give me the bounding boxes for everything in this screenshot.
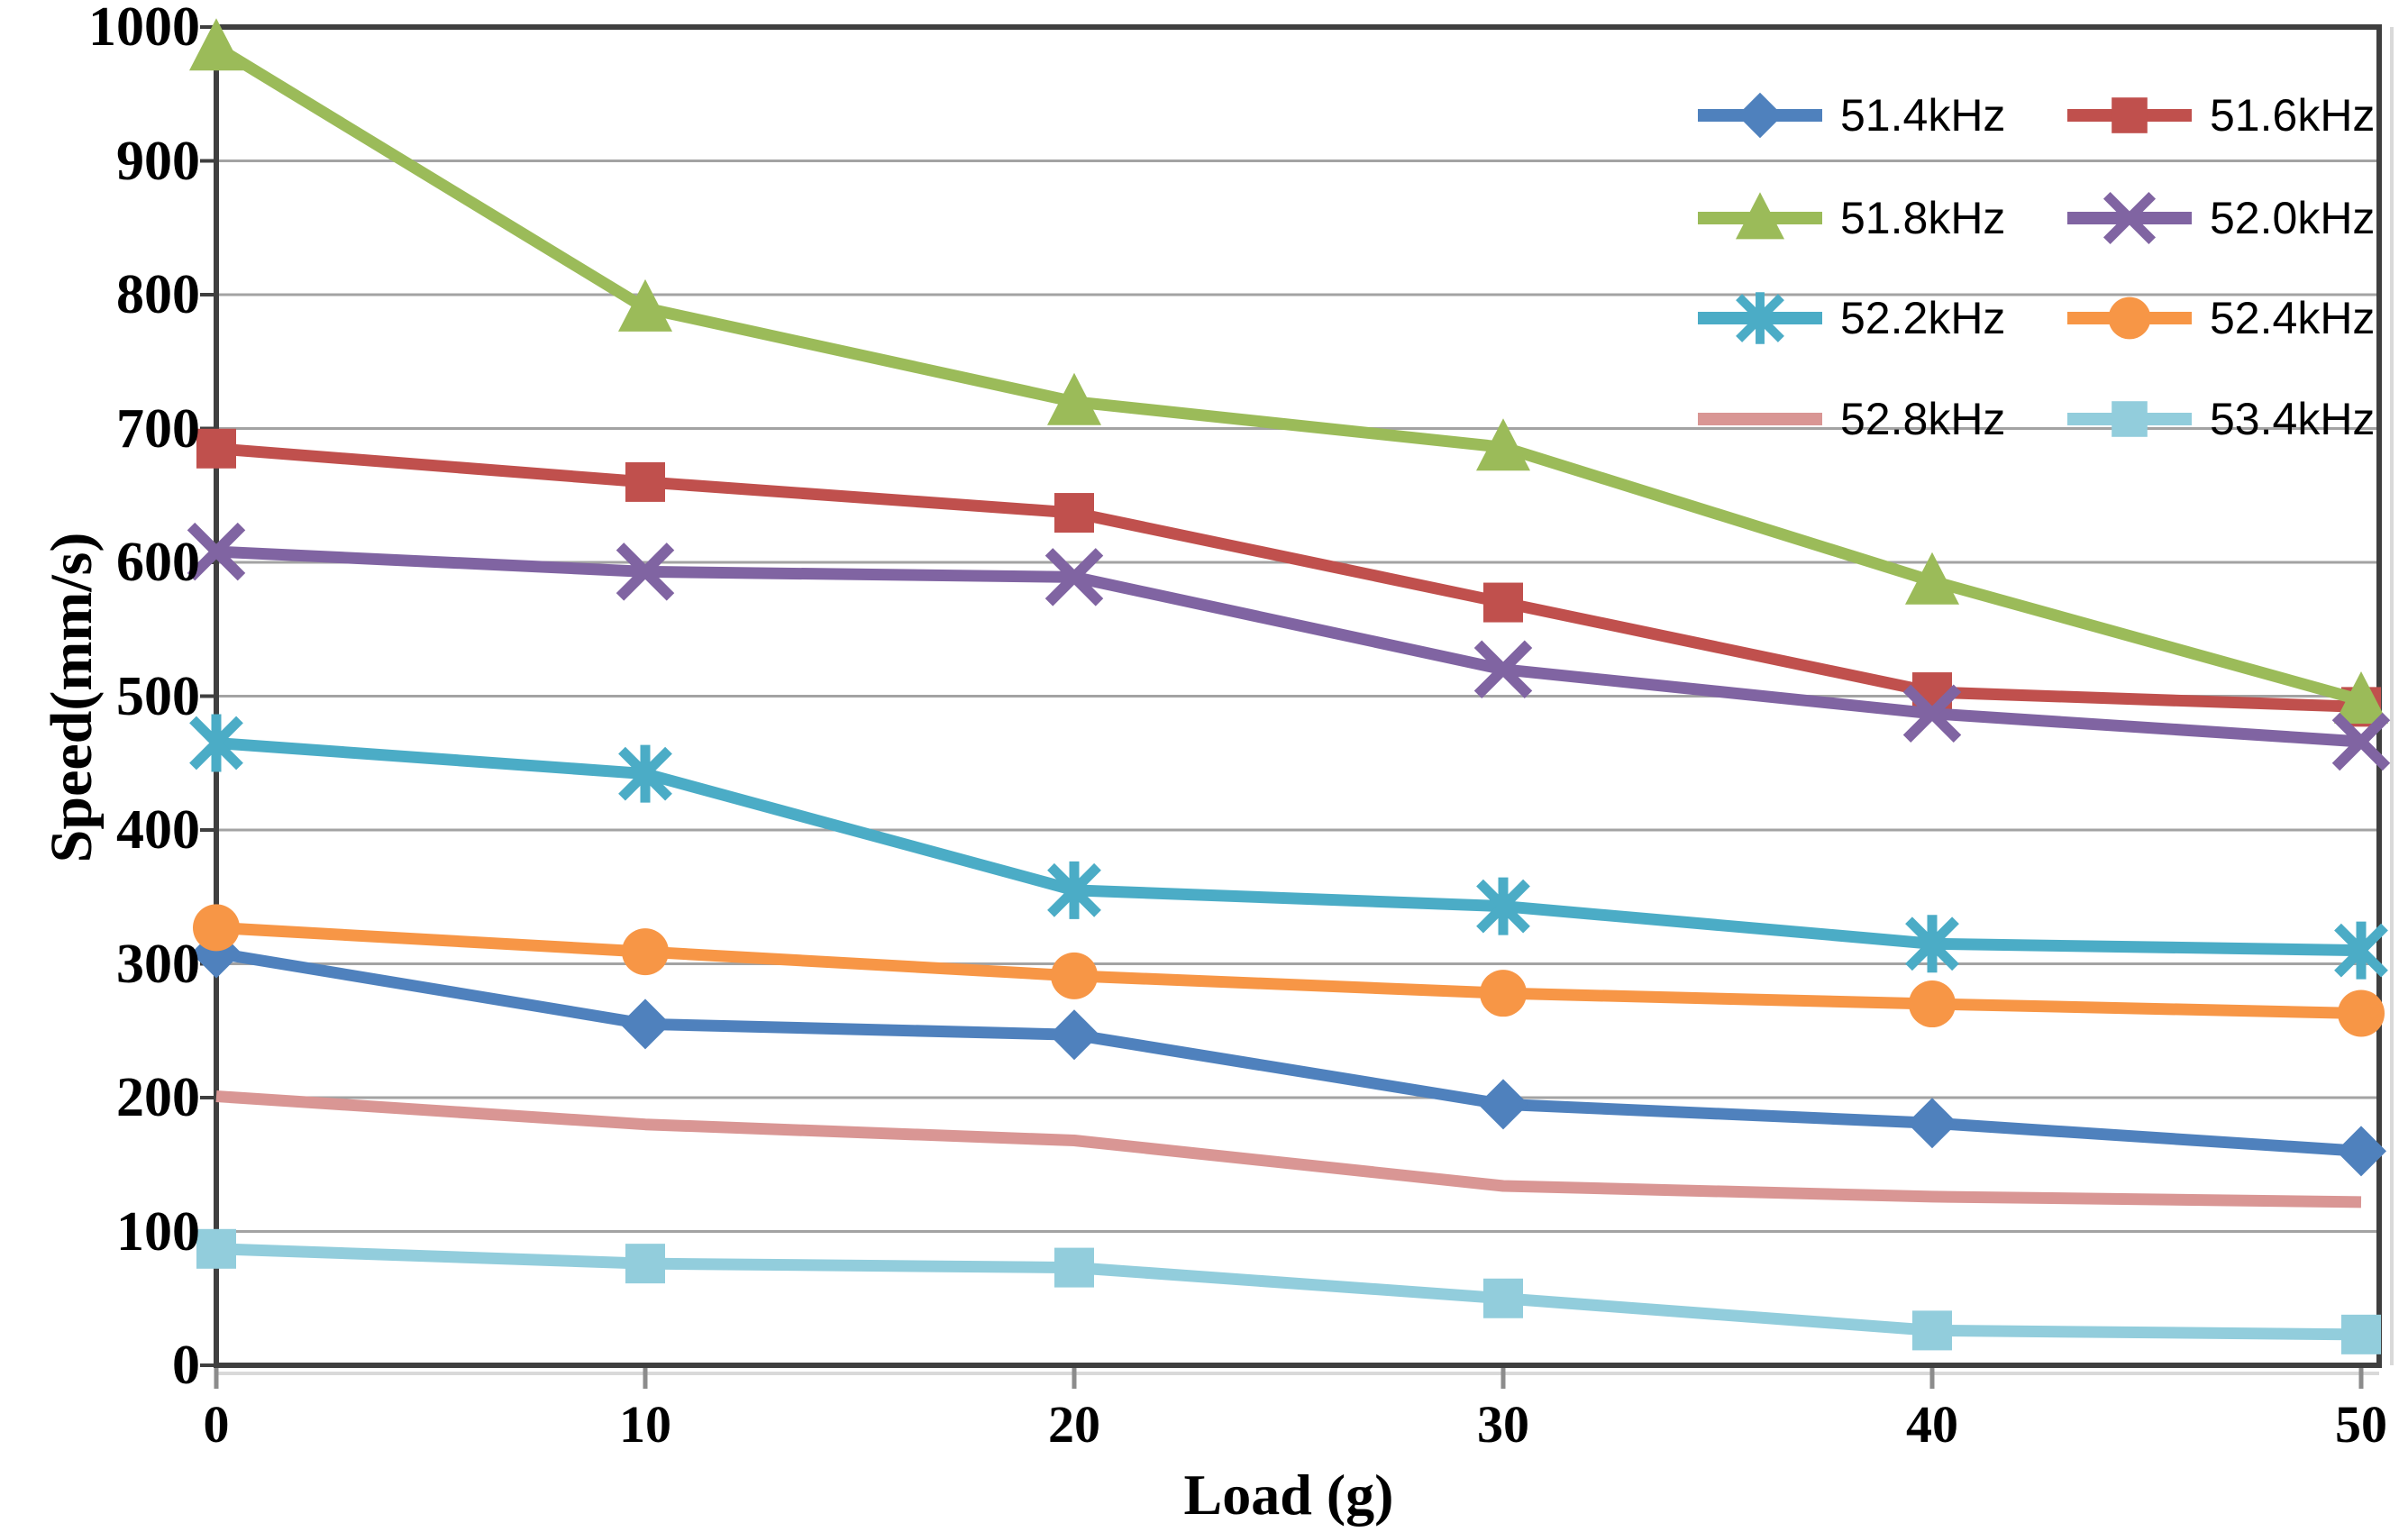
y-tick-label: 600 [116,532,200,593]
y-tick-label: 200 [116,1067,200,1128]
x-axis-title: Load (g) [1183,1463,1394,1527]
x-tick-label: 0 [203,1395,230,1454]
x-tick-label: 50 [2335,1395,2387,1454]
y-tick-label: 800 [116,264,200,325]
x-tick-label: 20 [1048,1395,1100,1454]
y-tick-label: 1000 [88,0,200,58]
y-tick-label: 400 [116,799,200,861]
y-tick-label: 700 [116,398,200,460]
y-axis-title: Speed(mm/s) [39,532,105,863]
y-tick-label: 900 [116,131,200,192]
x-tick-label: 10 [619,1395,671,1454]
y-tick-label: 100 [116,1201,200,1263]
y-tick-label: 500 [116,666,200,727]
x-tick-label: 30 [1477,1395,1529,1454]
y-tick-label: 0 [172,1335,200,1396]
x-tick-label: 40 [1906,1395,1958,1454]
y-tick-label: 300 [116,934,200,995]
